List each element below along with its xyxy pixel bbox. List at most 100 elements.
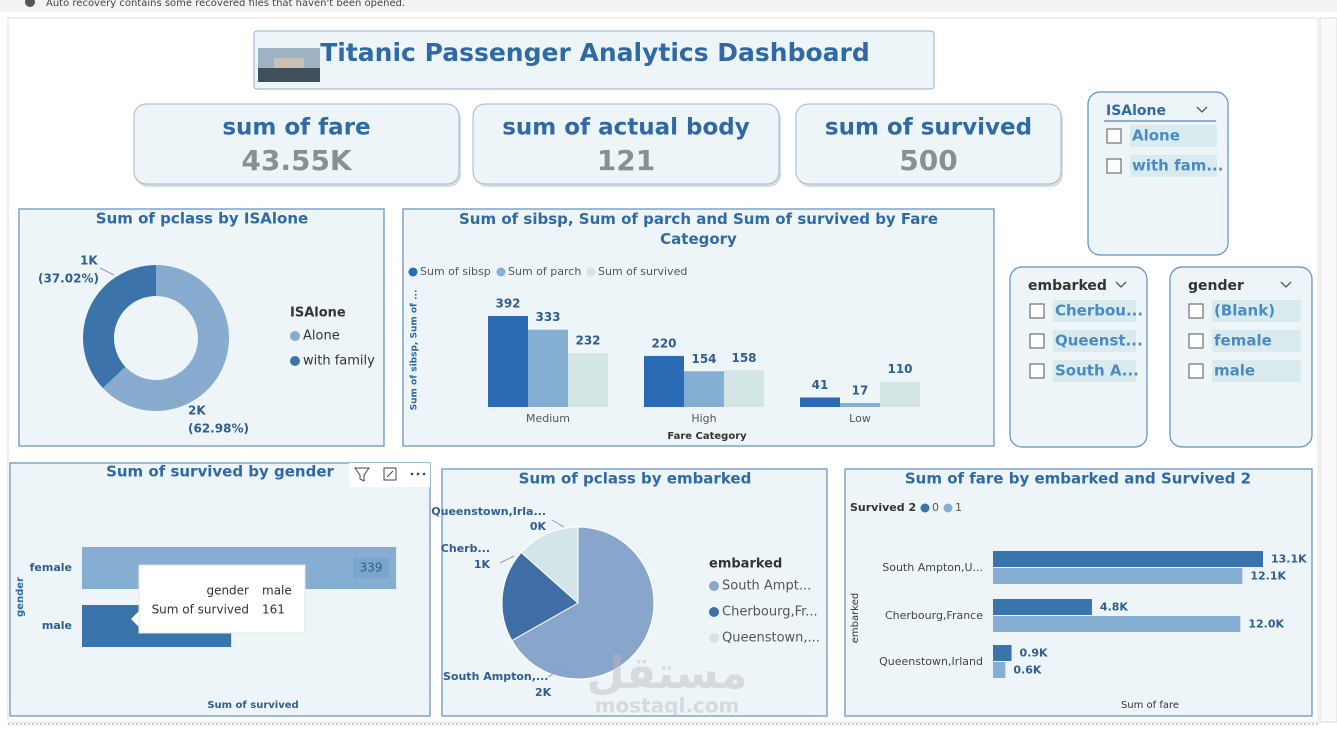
bar [993, 551, 1263, 567]
filter-icon[interactable] [354, 467, 370, 482]
value-label: 0K [530, 520, 547, 533]
legend-entry: 0 [932, 501, 939, 514]
legend-dot [709, 607, 719, 617]
checkbox[interactable] [1188, 303, 1204, 319]
slicer-item: (Blank) [1214, 302, 1275, 320]
chart-title: Sum of pclass by ISAlone [96, 210, 308, 228]
legend-dot [496, 267, 506, 277]
percent-label: (62.98%) [188, 422, 249, 436]
bar [568, 353, 608, 407]
checkbox[interactable] [1029, 363, 1045, 379]
checkbox[interactable] [1029, 333, 1045, 349]
value-label: 41 [812, 378, 829, 392]
slicer-title: embarked [1028, 278, 1107, 294]
checkbox[interactable] [1106, 158, 1122, 174]
legend-entry: Sum of parch [508, 265, 581, 278]
checkbox[interactable] [1188, 363, 1204, 379]
checkbox[interactable] [1188, 333, 1204, 349]
tooltip-key: gender [206, 584, 249, 598]
value-label-bg [353, 558, 390, 578]
value-label: 13.1K [1271, 553, 1307, 566]
checkbox[interactable] [1029, 303, 1045, 319]
value-label: 4.8K [1100, 601, 1128, 614]
bar [488, 316, 528, 407]
chart-title: Sum of pclass by embarked [519, 470, 752, 488]
card-label: sum of actual body [502, 115, 750, 141]
dashboard-title: Titanic Passenger Analytics Dashboard [320, 38, 870, 67]
side-pane [1319, 17, 1337, 723]
slicer-item: Cherbou... [1055, 302, 1143, 320]
legend-entry: Sum of survived [598, 265, 687, 278]
slicer-item: female [1214, 332, 1272, 350]
focus-icon[interactable] [383, 467, 397, 481]
slicer-item: Queenst... [1055, 332, 1143, 350]
y-tick-label: South Ampton,U... [882, 561, 983, 574]
slicer-item-bg [1130, 155, 1217, 177]
checkbox[interactable] [1106, 128, 1122, 144]
card [472, 103, 780, 185]
y-tick-label: Queenstown,Irland [879, 655, 983, 668]
bar [724, 370, 764, 407]
value-label: 0.6K [1013, 664, 1041, 677]
value-label: 2K [535, 686, 552, 699]
legend-dot [408, 267, 418, 277]
legend-dot [920, 503, 930, 513]
leader-line [547, 667, 563, 678]
slicer-item: South A... [1055, 362, 1139, 380]
bar [993, 662, 1006, 678]
bar [840, 403, 880, 407]
more-icon[interactable] [422, 472, 426, 476]
watermark-logo: مستقل [587, 648, 748, 699]
leader-line [551, 519, 565, 528]
value-label: 17 [852, 384, 869, 398]
x-axis-label: Sum of survived [207, 700, 298, 711]
legend-title: Survived 2 [850, 501, 916, 514]
pie-slice [511, 526, 655, 680]
tooltip-value: 161 [262, 603, 285, 617]
card-value: 43.55K [241, 144, 353, 177]
legend-dot [290, 356, 300, 366]
more-icon[interactable] [416, 472, 420, 476]
card-label: sum of fare [222, 115, 370, 141]
slicer-item: Alone [1132, 127, 1180, 145]
slicer-title: gender [1188, 278, 1244, 294]
slicer [1169, 266, 1313, 448]
legend-dot [709, 633, 719, 643]
card-value: 121 [597, 144, 655, 177]
slice-label: Cherb... [441, 542, 490, 555]
title-box [253, 30, 935, 90]
card [133, 103, 460, 185]
chevron [1280, 281, 1292, 288]
slicer-title: ISAlone [1106, 103, 1166, 119]
slicer-item: with fam... [1132, 157, 1223, 175]
slicer-item: male [1214, 362, 1255, 380]
notification-text: Auto recovery contains some recovered fi… [46, 0, 405, 9]
slice-label: Queenstown,Irla... [431, 505, 546, 518]
bar [644, 355, 684, 407]
chart-title-box: Sum of sibsp, Sum of parch and Sum of su… [459, 210, 938, 248]
slicer [1009, 266, 1148, 448]
chart-title: Sum of sibsp, Sum of parch and Sum of su… [459, 210, 938, 248]
value-label: 333 [535, 310, 560, 324]
legend-entry: Sum of sibsp [420, 265, 491, 278]
slicer-item-bg [1053, 300, 1136, 322]
x-tick-label: Medium [526, 412, 570, 425]
card-value: 500 [899, 144, 957, 177]
leader-line [499, 555, 515, 564]
legend-entry: Queenstown,... [722, 631, 820, 646]
card [795, 103, 1062, 185]
bar [684, 371, 724, 407]
card-label: sum of survived [825, 115, 1032, 141]
more-icon[interactable] [410, 472, 414, 476]
bar [528, 329, 568, 407]
value-label: 158 [731, 351, 756, 365]
slicer-item-bg [1212, 360, 1301, 382]
legend-dot [709, 581, 719, 591]
leader-line [99, 267, 115, 276]
value-label: 154 [691, 352, 716, 366]
value-label: 339 [360, 561, 383, 575]
tooltip-pointer [131, 611, 139, 627]
tooltip [138, 564, 306, 634]
bar [993, 568, 1243, 584]
